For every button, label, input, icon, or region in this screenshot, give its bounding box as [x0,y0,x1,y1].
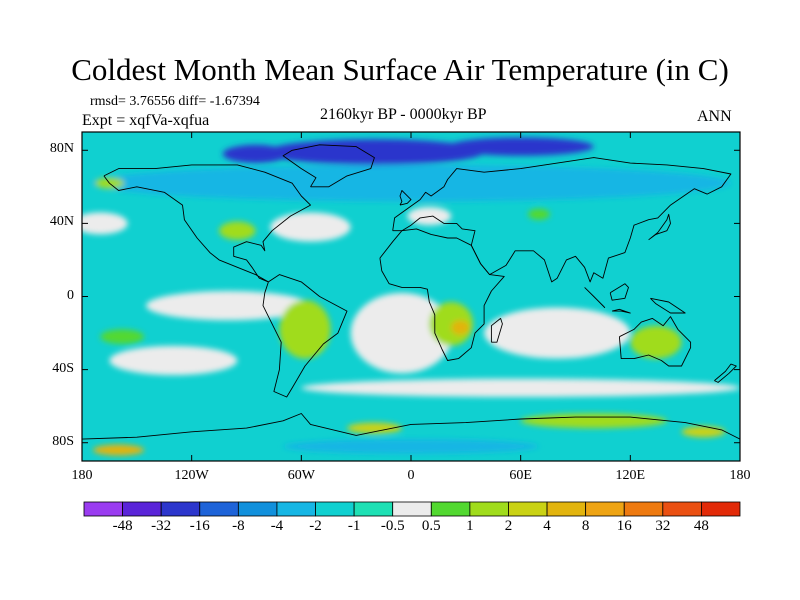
region-arctic-basin [264,139,485,165]
region-australia-warm [630,325,682,359]
colorbar-level-label: 4 [543,518,551,534]
colorbar-level-label: 32 [655,518,671,534]
season-label: ANN [697,108,732,125]
lon-tick-label: 180 [729,468,751,483]
colorbar [83,501,741,517]
coastline-7 [648,213,671,241]
lon-tick-label: 120E [615,468,646,483]
region-canada-arctic [222,144,289,164]
colorbar-swatch [237,501,278,517]
colorbar-level-label: -32 [151,518,172,534]
colorbar-level-label: -1 [347,518,361,534]
colorbar-level-label: -48 [112,518,133,534]
lon-tick-label: 180 [71,468,93,483]
colorbar-swatch [662,501,702,517]
lat-tick-label: 80N [49,141,74,157]
coastline-11 [611,308,631,314]
coastline-9 [714,363,737,383]
stats-label: rmsd= 3.76556 diff= -1.67394 [90,94,260,109]
lat-tick-label: 80S [52,433,74,449]
region-africa-hot [451,320,470,335]
coastline-10 [584,287,606,308]
coastlines [82,144,740,440]
colorbar-level-label: 8 [581,518,590,534]
lon-tick-label: 60W [287,468,315,483]
coastline-6 [399,190,412,206]
experiment-label: Expt = xqfVa-xqfua [82,112,210,129]
coastline-2 [379,228,505,361]
coastline-5 [282,144,375,188]
colorbar-level-label: 1 [466,518,474,534]
lon-tick-label: 120W [174,468,209,483]
region-weddell-warm [347,422,402,434]
colorbar-swatch [315,501,355,517]
region-africa-warm [429,301,474,346]
region-southern-ocean-warm [520,413,667,429]
lon-tick-label: 0 [407,468,415,483]
lat-tick-label: 0 [67,287,74,303]
axis-ticks [81,132,741,461]
coastline-4 [82,413,740,440]
colorbar-level-label: -2 [309,518,322,534]
region-northern-band [91,164,731,202]
coastline-3 [618,316,692,367]
period-label: 2160kyr BP - 0000kyr BP [320,106,487,123]
region-north-america-warm [219,221,256,240]
colorbar-swatch [508,501,548,517]
region-equatorial-pacific-near-zero [145,291,311,321]
coastline-12 [609,283,629,301]
colorbar-swatch [276,501,316,517]
colorbar-level-label: 16 [616,518,632,534]
colorbar-swatch [469,501,509,517]
region-ross-sea-hot [92,444,145,456]
region-south-atlantic-near-zero [350,292,454,374]
coastline-0 [103,164,348,398]
colorbar-level-label: -4 [270,518,284,534]
lon-tick-label: 60E [509,468,532,483]
region-south-america-warm [279,300,331,359]
coastline-13 [650,297,686,314]
region-pacific-warm-patch [100,329,145,345]
colorbar-swatch [353,501,394,517]
colorbar-level-label: -0.5 [380,518,405,534]
colorbar-swatch [160,501,201,517]
chart-title: Coldest Month Mean Surface Air Temperatu… [71,52,729,87]
colorbar-swatch [199,501,239,517]
colorbar-swatch [122,501,162,517]
region-asia-warm [527,208,550,220]
region-ross-sea-warm [681,426,726,438]
colorbar-swatch [701,501,741,517]
region-antarctic-cold [283,439,539,454]
region-siberia-cold [447,137,594,156]
region-south-pacific-near-zero [109,345,238,376]
coastline-8 [490,317,503,343]
region-north-atlantic-near-zero [270,212,351,242]
colorbar-swatch [392,501,432,517]
colorbar-level-label: 48 [693,518,709,534]
colorbar-level-label: -16 [189,518,210,534]
colorbar-level-label: 0.5 [421,518,441,534]
colorbar-swatch [83,501,123,517]
region-north-pacific-near-zero [82,212,128,235]
colorbar-swatch [546,501,587,517]
lat-tick-label: 40N [49,214,74,230]
region-southern-ocean-near-zero [301,378,740,398]
colorbar-level-label: 2 [504,518,513,534]
lat-tick-label: 40S [52,360,74,376]
coastline-1 [392,157,732,283]
colorbar-level-label: -8 [232,518,245,534]
colorbar-swatch [585,501,625,517]
region-indian-ocean-near-zero [484,307,631,359]
colorbar-swatch [430,501,471,517]
colorbar-swatch [623,501,664,517]
map-field [82,132,740,461]
